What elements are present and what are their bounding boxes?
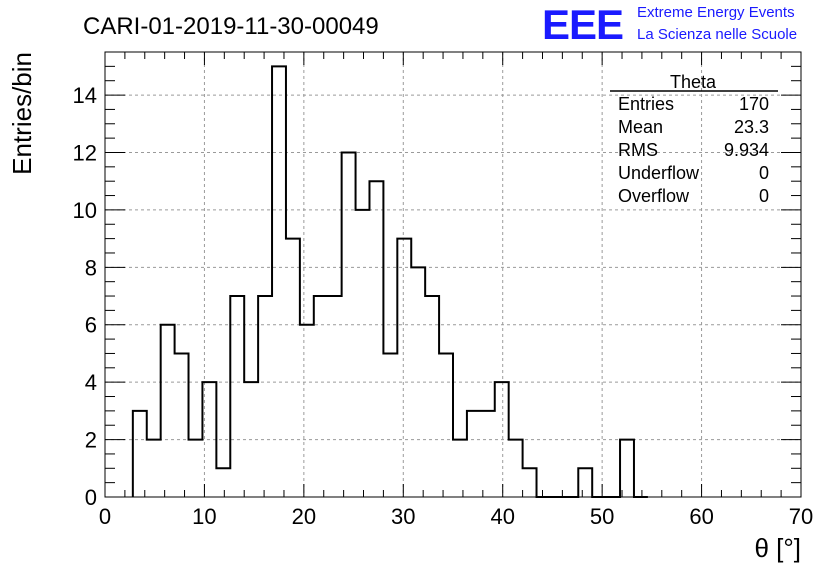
histogram-bin <box>383 353 397 497</box>
stats-row-value: 9.934 <box>724 140 769 160</box>
plot-frame <box>104 51 802 498</box>
histogram-bin <box>397 239 411 497</box>
histogram-bin <box>509 440 523 497</box>
histogram-bin <box>467 411 481 497</box>
y-tick-label: 4 <box>85 370 97 395</box>
stats-box: Theta Entries 170 Mean 23.3 RMS 9.934 Underflo… <box>610 72 778 206</box>
histogram-bin <box>578 468 592 497</box>
eee-logo-line1: Extreme Energy Events <box>637 4 795 21</box>
y-axis-ticks: 0 2 4 6 8 10 12 14 <box>73 51 801 510</box>
y-tick-label: 12 <box>73 140 97 165</box>
histogram-title: CARI-01-2019-11-30-00049 <box>83 13 379 40</box>
histogram-bin <box>481 411 495 497</box>
histogram-bin <box>369 181 383 497</box>
stats-row-label: Mean <box>618 117 663 137</box>
y-tick-label: 2 <box>85 428 97 453</box>
y-tick-label: 8 <box>85 255 97 280</box>
eee-logo-line2: La Scienza nelle Scuole <box>637 26 797 43</box>
histogram-bin <box>314 296 328 497</box>
y-tick-label: 6 <box>85 313 97 338</box>
y-axis-label: Entries/bin <box>7 52 37 175</box>
histogram-bin <box>425 296 439 497</box>
histogram-bin <box>620 440 634 497</box>
histogram-bin <box>439 353 453 497</box>
histogram-bin <box>286 239 300 497</box>
stats-row-value: 0 <box>759 163 769 183</box>
histogram-bin <box>300 325 314 497</box>
stats-box-title: Theta <box>670 72 717 92</box>
histogram-bin <box>216 468 230 497</box>
histogram-bin <box>161 325 175 497</box>
histogram-bin <box>523 468 537 497</box>
histogram-bin <box>258 296 272 497</box>
y-tick-label: 0 <box>85 485 97 510</box>
histogram-bin <box>189 440 203 497</box>
histogram-bin <box>356 210 370 497</box>
histogram-bin <box>133 411 147 497</box>
stats-row-label: Underflow <box>618 163 700 183</box>
stats-row-label: Entries <box>618 94 674 114</box>
x-tick-label: 40 <box>490 504 514 529</box>
histogram-bin <box>230 296 244 497</box>
stats-row-value: 0 <box>759 186 769 206</box>
histogram-bin <box>272 66 286 497</box>
y-tick-label: 10 <box>73 198 97 223</box>
eee-logo: EEE <box>542 1 623 48</box>
stats-row-label: Overflow <box>618 186 690 206</box>
x-tick-label: 60 <box>689 504 713 529</box>
histogram-bin <box>453 440 467 497</box>
histogram-step-line <box>131 65 648 498</box>
x-tick-label: 70 <box>789 504 813 529</box>
x-tick-label: 0 <box>99 504 111 529</box>
stats-row-label: RMS <box>618 140 658 160</box>
stats-row-value: 170 <box>739 94 769 114</box>
x-axis-ticks: 0 10 20 30 40 50 60 70 <box>99 52 813 529</box>
x-tick-label: 20 <box>292 504 316 529</box>
x-axis-label: θ [°] <box>754 533 801 563</box>
y-tick-label: 14 <box>73 83 97 108</box>
histogram-bin <box>147 440 161 497</box>
histogram-bin <box>328 296 342 497</box>
histogram-bin <box>175 353 189 497</box>
stats-row-value: 23.3 <box>734 117 769 137</box>
x-tick-label: 10 <box>192 504 216 529</box>
x-tick-label: 50 <box>590 504 614 529</box>
x-tick-label: 30 <box>391 504 415 529</box>
